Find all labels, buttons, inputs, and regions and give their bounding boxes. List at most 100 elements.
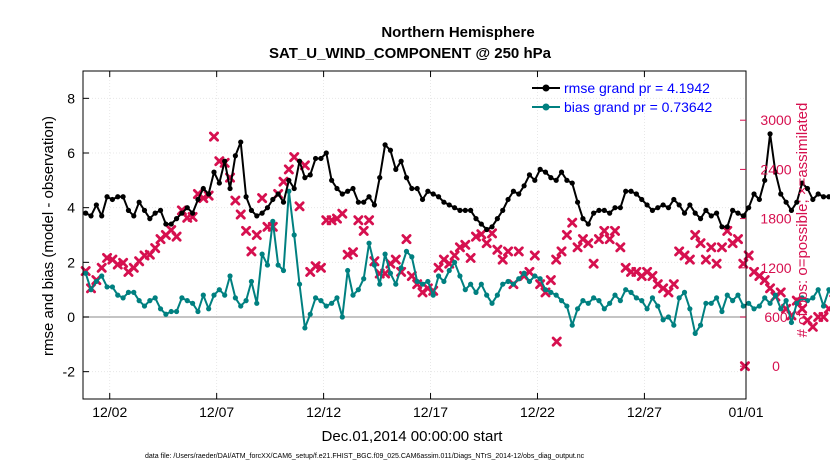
bias-point bbox=[115, 292, 121, 298]
data-file-footnote: data file: /Users/raeder/DAI/ATM_forcXX/… bbox=[145, 453, 585, 460]
obs-marker bbox=[401, 234, 412, 245]
rmse-point bbox=[302, 175, 308, 181]
bias-point bbox=[270, 218, 276, 224]
bias-point bbox=[788, 319, 795, 326]
bias-point bbox=[382, 251, 388, 257]
rmse-point bbox=[697, 216, 704, 222]
rmse-point bbox=[601, 207, 607, 213]
rmse-point bbox=[457, 207, 463, 213]
bias-point bbox=[772, 292, 779, 298]
bias-point bbox=[585, 300, 591, 306]
rmse-point bbox=[574, 199, 581, 205]
bias-point bbox=[83, 270, 89, 276]
bias-point bbox=[681, 289, 688, 295]
rmse-point bbox=[569, 180, 575, 186]
rmse-point bbox=[756, 196, 762, 203]
obs-marker bbox=[513, 246, 524, 257]
rmse-point bbox=[286, 177, 292, 183]
obs-marker bbox=[545, 275, 556, 286]
bias-point bbox=[564, 303, 570, 309]
rmse-point bbox=[526, 172, 533, 178]
obs-marker bbox=[690, 230, 701, 240]
rmse-point bbox=[361, 199, 367, 205]
bias-point bbox=[628, 289, 634, 295]
bias-point bbox=[280, 267, 287, 274]
rmse-point bbox=[141, 207, 148, 213]
chart-title: Northern Hemisphere bbox=[381, 24, 534, 41]
rmse-point bbox=[200, 185, 206, 192]
rmse-point bbox=[318, 155, 324, 162]
bias-point bbox=[296, 281, 303, 287]
obs-marker bbox=[454, 242, 465, 253]
obs-marker bbox=[647, 271, 658, 281]
left-y-axis-label: rmse and bias (model - observation) bbox=[40, 116, 57, 356]
obs-marker bbox=[315, 262, 326, 273]
bias-point bbox=[687, 306, 693, 312]
rmse-point bbox=[296, 158, 303, 164]
rmse-point bbox=[366, 194, 372, 200]
rmse-point bbox=[810, 196, 816, 203]
obs-marker bbox=[492, 244, 503, 255]
rmse-point bbox=[307, 172, 313, 178]
obs-marker bbox=[572, 242, 583, 253]
rmse-point bbox=[216, 180, 222, 186]
bias-point bbox=[206, 306, 212, 312]
bias-point bbox=[703, 300, 709, 306]
rmse-point bbox=[735, 210, 741, 216]
rmse-point bbox=[767, 131, 773, 137]
rmse-point bbox=[703, 207, 709, 213]
rmse-point bbox=[125, 207, 132, 213]
bias-point bbox=[355, 287, 361, 293]
bias-point bbox=[152, 295, 158, 301]
obs-marker bbox=[449, 250, 460, 261]
rmse-point bbox=[681, 210, 688, 216]
bias-point bbox=[735, 292, 741, 298]
rmse-point bbox=[206, 191, 212, 197]
bias-point bbox=[655, 303, 661, 309]
rmse-point bbox=[312, 155, 319, 162]
bias-point bbox=[617, 298, 623, 304]
obs-marker bbox=[171, 231, 182, 242]
bias-point bbox=[216, 287, 222, 293]
bias-point bbox=[676, 295, 682, 301]
obs-marker bbox=[465, 252, 476, 263]
bias-point bbox=[168, 308, 174, 315]
bias-point bbox=[195, 308, 201, 315]
rmse-point bbox=[719, 224, 725, 230]
obs-marker bbox=[684, 254, 695, 265]
rmse-point bbox=[548, 175, 554, 181]
rmse-point bbox=[99, 213, 105, 219]
bias-point bbox=[286, 188, 292, 194]
rmse-point bbox=[494, 216, 500, 222]
rmse-point bbox=[147, 216, 153, 222]
obs-marker bbox=[668, 279, 679, 290]
bias-point bbox=[88, 287, 94, 293]
rmse-point bbox=[414, 185, 420, 192]
bias-point bbox=[719, 308, 725, 315]
x-tick-label: 01/01 bbox=[728, 404, 763, 420]
bias-point bbox=[783, 298, 789, 304]
obs-marker bbox=[716, 242, 727, 253]
rmse-point bbox=[612, 205, 618, 211]
obs-marker bbox=[823, 303, 830, 314]
bias-point bbox=[398, 265, 404, 271]
bias-point bbox=[446, 267, 452, 274]
bias-point bbox=[435, 273, 442, 279]
rmse-point bbox=[173, 216, 180, 222]
bias-point bbox=[500, 281, 506, 287]
obs-marker bbox=[294, 201, 305, 212]
obs-marker bbox=[433, 262, 444, 273]
rmse-point bbox=[815, 191, 821, 197]
bias-point bbox=[131, 289, 137, 295]
bias-point bbox=[724, 292, 730, 298]
rmse-point bbox=[168, 221, 174, 227]
rmse-point bbox=[558, 169, 565, 175]
bias-point bbox=[452, 259, 458, 265]
bias-point bbox=[804, 298, 811, 304]
rmse-point bbox=[473, 216, 479, 222]
obs-marker bbox=[460, 239, 471, 250]
rmse-point bbox=[820, 194, 827, 200]
rmse-point bbox=[783, 199, 789, 205]
right-y-tick-label: 2400 bbox=[760, 161, 791, 177]
bias-point bbox=[157, 306, 164, 312]
